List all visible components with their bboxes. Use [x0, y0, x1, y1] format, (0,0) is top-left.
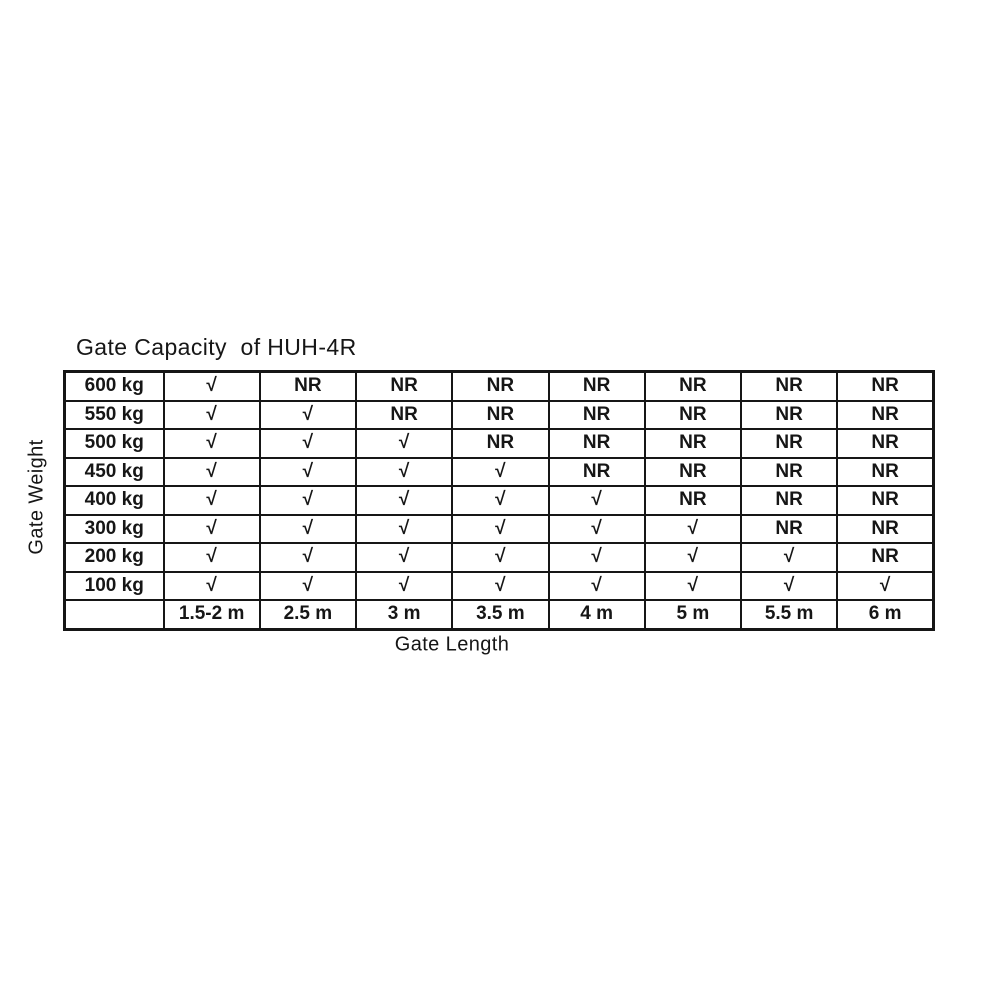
table-body: 600 kg √ NR NR NR NR NR NR NR 550 kg √ √ NR NR NR NR NR N…: [63, 370, 935, 630]
capacity-cell-not-recommended: NR: [643, 456, 743, 487]
row-header-gate-weight: 600 kg: [63, 370, 165, 402]
row-header-gate-weight: 450 kg: [63, 456, 165, 487]
capacity-cell-supported: √: [162, 570, 261, 601]
capacity-cell-not-recommended: NR: [354, 399, 454, 430]
capacity-cell-supported: √: [162, 542, 261, 573]
capacity-cell-not-recommended: NR: [643, 428, 743, 459]
capacity-cell-supported: √: [547, 570, 646, 601]
capacity-cell-not-recommended: NR: [836, 542, 935, 573]
column-footer-gate-length: 1.5-2 m: [162, 599, 261, 630]
capacity-cell-not-recommended: NR: [836, 370, 935, 402]
capacity-cell-supported: √: [451, 570, 550, 601]
capacity-cell-supported: √: [162, 513, 261, 544]
capacity-cell-supported: √: [354, 485, 454, 516]
capacity-cell-not-recommended: NR: [739, 428, 839, 459]
table-row: 400 kg √ √ √ √ √ NR NR NR: [63, 485, 935, 516]
column-footer-gate-length: 4 m: [547, 599, 646, 630]
capacity-cell-supported: √: [162, 485, 261, 516]
capacity-cell-not-recommended: NR: [836, 399, 935, 430]
capacity-cell-supported: √: [258, 456, 358, 487]
capacity-cell-supported: √: [836, 570, 935, 601]
capacity-cell-not-recommended: NR: [836, 428, 935, 459]
row-header-gate-weight: 400 kg: [63, 485, 165, 516]
capacity-cell-supported: √: [162, 428, 261, 459]
capacity-cell-not-recommended: NR: [451, 399, 550, 430]
capacity-cell-supported: √: [258, 428, 358, 459]
capacity-cell-supported: √: [354, 542, 454, 573]
table-row: 100 kg √ √ √ √ √ √ √ √: [63, 570, 935, 601]
capacity-cell-supported: √: [739, 570, 839, 601]
capacity-cell-not-recommended: NR: [643, 370, 743, 402]
column-footer-gate-length: 6 m: [836, 599, 935, 630]
capacity-cell-supported: √: [547, 542, 646, 573]
capacity-cell-not-recommended: NR: [836, 513, 935, 544]
capacity-cell-not-recommended: NR: [547, 428, 646, 459]
capacity-cell-supported: √: [354, 513, 454, 544]
capacity-cell-not-recommended: NR: [739, 370, 839, 402]
capacity-cell-supported: √: [451, 542, 550, 573]
capacity-cell-not-recommended: NR: [836, 456, 935, 487]
column-footer-gate-length: 2.5 m: [258, 599, 358, 630]
capacity-cell-not-recommended: NR: [739, 513, 839, 544]
capacity-cell-supported: √: [451, 456, 550, 487]
table-row: 500 kg √ √ √ NR NR NR NR NR: [63, 428, 935, 459]
capacity-cell-supported: √: [258, 485, 358, 516]
y-axis-label-gate-weight: Gate Weight: [25, 439, 48, 555]
row-header-gate-weight: 100 kg: [63, 570, 165, 601]
capacity-cell-supported: √: [162, 399, 261, 430]
capacity-cell-not-recommended: NR: [643, 399, 743, 430]
capacity-cell-not-recommended: NR: [258, 370, 358, 402]
capacity-cell-not-recommended: NR: [451, 370, 550, 402]
capacity-cell-not-recommended: NR: [451, 428, 550, 459]
column-footer-gate-length: 3.5 m: [451, 599, 550, 630]
capacity-cell-supported: √: [258, 570, 358, 601]
capacity-cell-not-recommended: NR: [739, 485, 839, 516]
column-footer-gate-length: 5.5 m: [739, 599, 839, 630]
capacity-cell-supported: √: [258, 542, 358, 573]
column-footer-gate-length: 3 m: [354, 599, 454, 630]
table-row: 200 kg √ √ √ √ √ √ √ NR: [63, 542, 935, 573]
gate-capacity-table: 600 kg √ NR NR NR NR NR NR NR 550 kg √ √ NR NR NR NR NR N…: [63, 370, 935, 631]
footer-empty-cell: [63, 599, 165, 630]
capacity-cell-supported: √: [643, 513, 743, 544]
capacity-cell-not-recommended: NR: [739, 399, 839, 430]
row-header-gate-weight: 500 kg: [63, 428, 165, 459]
capacity-cell-not-recommended: NR: [739, 456, 839, 487]
capacity-cell-supported: √: [258, 399, 358, 430]
capacity-cell-supported: √: [451, 485, 550, 516]
capacity-cell-supported: √: [354, 570, 454, 601]
capacity-cell-supported: √: [258, 513, 358, 544]
table-row: 300 kg √ √ √ √ √ √ NR NR: [63, 513, 935, 544]
capacity-cell-not-recommended: NR: [547, 370, 646, 402]
table-row: 450 kg √ √ √ √ NR NR NR NR: [63, 456, 935, 487]
capacity-cell-supported: √: [547, 485, 646, 516]
capacity-cell-supported: √: [162, 456, 261, 487]
x-axis-label-gate-length: Gate Length: [394, 633, 510, 656]
row-header-gate-weight: 550 kg: [63, 399, 165, 430]
capacity-cell-not-recommended: NR: [836, 485, 935, 516]
table-row: 600 kg √ NR NR NR NR NR NR NR: [63, 370, 935, 402]
chart-title: Gate Capacity of HUH-4R: [76, 334, 357, 360]
row-header-gate-weight: 300 kg: [63, 513, 165, 544]
row-header-gate-weight: 200 kg: [63, 542, 165, 573]
capacity-cell-supported: √: [643, 542, 743, 573]
capacity-cell-supported: √: [354, 428, 454, 459]
capacity-cell-supported: √: [162, 370, 261, 402]
capacity-cell-not-recommended: NR: [547, 399, 646, 430]
capacity-cell-not-recommended: NR: [354, 370, 454, 402]
capacity-cell-supported: √: [547, 513, 646, 544]
capacity-cell-supported: √: [643, 570, 743, 601]
capacity-cell-supported: √: [739, 542, 839, 573]
capacity-cell-not-recommended: NR: [547, 456, 646, 487]
capacity-cell-supported: √: [451, 513, 550, 544]
capacity-cell-supported: √: [354, 456, 454, 487]
table-row: 550 kg √ √ NR NR NR NR NR NR: [63, 399, 935, 430]
column-footer-gate-length: 5 m: [643, 599, 743, 630]
capacity-cell-not-recommended: NR: [643, 485, 743, 516]
